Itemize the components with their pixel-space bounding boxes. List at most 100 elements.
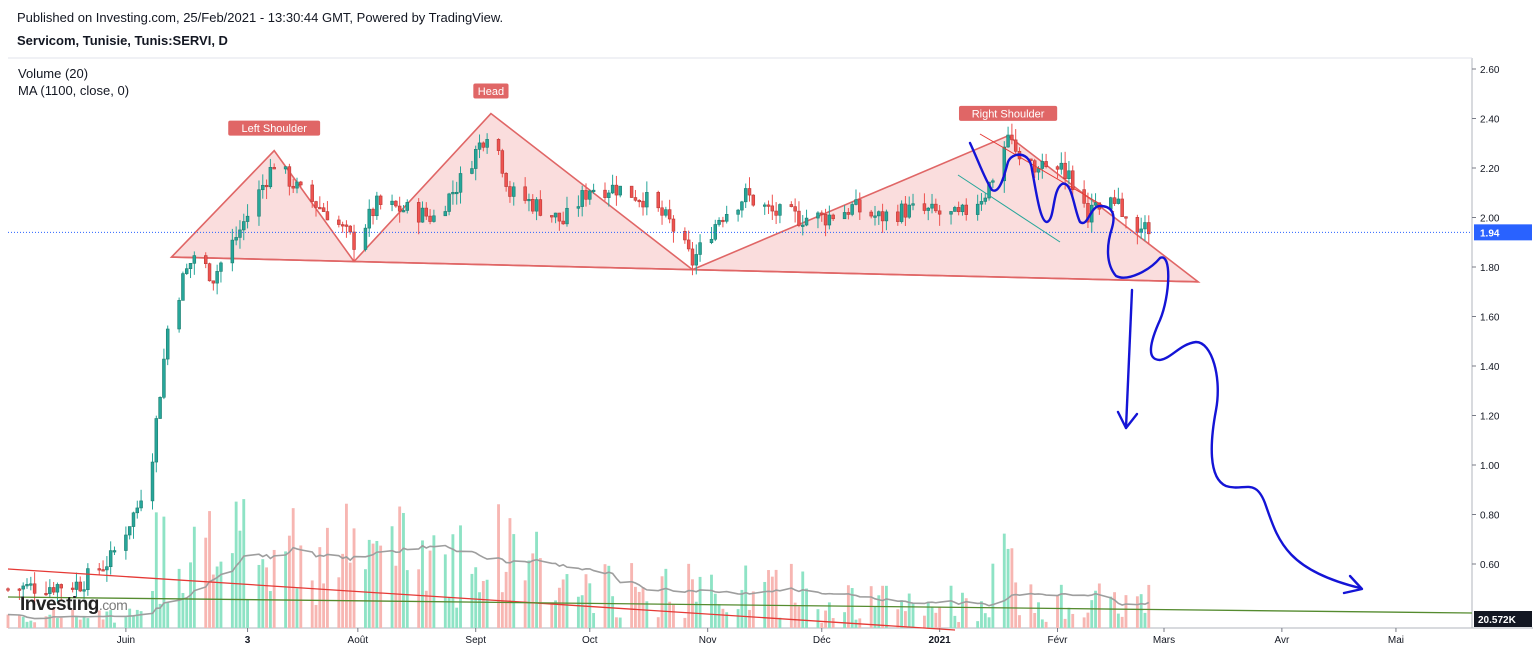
volume-bar: [672, 604, 675, 628]
candle-body: [108, 550, 113, 567]
candle: [397, 196, 402, 223]
candle-body: [538, 199, 543, 216]
candle-body: [561, 220, 565, 225]
candle-body: [314, 201, 318, 208]
candle-body: [884, 211, 889, 222]
y-tick-label: 2.20: [1480, 164, 1500, 175]
volume-bar: [1014, 582, 1018, 628]
volume-bar: [907, 593, 911, 628]
volume-bar: [964, 598, 968, 628]
candle: [458, 166, 463, 204]
candle: [538, 190, 543, 217]
volume-bar: [17, 615, 21, 628]
candle: [527, 193, 531, 212]
candle-body: [245, 215, 250, 222]
candle: [607, 189, 611, 207]
candle-body: [793, 206, 797, 212]
volume-bar: [485, 579, 489, 628]
volume-bar: [710, 574, 713, 628]
legend-ma: MA (1100, close, 0): [18, 83, 130, 98]
volume-bar: [953, 615, 957, 628]
volume-bar: [991, 563, 995, 628]
candle-body: [264, 184, 269, 188]
candle-body: [690, 248, 695, 266]
down-arrow-head: [1116, 410, 1139, 430]
volume-bar: [451, 534, 455, 628]
candle: [390, 194, 394, 212]
volume-bar: [1090, 600, 1094, 628]
candle: [956, 201, 961, 216]
candle-body: [401, 210, 406, 213]
volume-bar: [523, 580, 527, 628]
candle-body: [432, 215, 436, 222]
volume-bar: [858, 618, 862, 628]
volume-bar: [1120, 616, 1124, 628]
candle: [25, 578, 29, 589]
volume-bar: [1139, 594, 1143, 628]
forecast-path: [968, 141, 1362, 590]
volume-bar: [557, 587, 561, 628]
volume-bar: [287, 535, 291, 628]
red-trendline: [7, 568, 956, 631]
candle-body: [633, 197, 638, 201]
candle: [960, 203, 965, 216]
candle: [614, 175, 619, 206]
candle-body: [177, 300, 181, 330]
candle-body: [230, 239, 235, 264]
candle: [930, 193, 934, 214]
candle-body: [500, 150, 505, 174]
y-tick-label: 0.80: [1480, 511, 1500, 522]
candle-body: [477, 142, 482, 150]
candle: [363, 224, 368, 252]
volume-tag-label: 20.572K: [1478, 615, 1517, 626]
volume-bar: [588, 583, 592, 628]
forecast-arrow-head: [1342, 574, 1364, 595]
candle: [473, 145, 478, 181]
candle-body: [428, 215, 432, 222]
candle-body: [375, 195, 379, 217]
candle: [797, 201, 801, 228]
left-shoulder-label: Left Shoulder: [228, 120, 321, 136]
volume-bar: [48, 614, 52, 628]
candle: [534, 197, 539, 221]
candle-body: [603, 189, 607, 198]
volume-bar: [1040, 619, 1044, 628]
x-tick-label: Juin: [117, 635, 135, 646]
candle: [842, 205, 847, 220]
candle: [550, 215, 554, 223]
volume-bar: [656, 617, 660, 628]
candle: [181, 271, 185, 301]
candle-body: [371, 208, 375, 217]
candle-body: [1093, 202, 1098, 206]
candle: [97, 563, 101, 575]
volume-bar: [128, 608, 132, 628]
candle-body: [181, 273, 185, 301]
candle: [1010, 123, 1014, 145]
candle: [766, 200, 771, 214]
x-tick-label: Oct: [582, 635, 598, 646]
candle-body: [747, 188, 752, 196]
candle-body: [1147, 222, 1151, 235]
candle: [1093, 193, 1098, 209]
volume-bar: [139, 611, 143, 628]
label-text: Right Shoulder: [972, 108, 1045, 120]
candle: [686, 230, 691, 252]
candle: [1059, 152, 1064, 175]
candle: [645, 181, 649, 216]
volume-bar: [1082, 617, 1086, 628]
candle-body: [553, 212, 558, 218]
candle-body: [1002, 146, 1007, 182]
candle: [907, 196, 911, 219]
candle: [55, 582, 60, 602]
candle: [192, 251, 197, 275]
candle-body: [983, 197, 987, 202]
candle-body: [21, 585, 25, 590]
legend-volume: Volume (20): [18, 66, 89, 81]
candle: [637, 199, 641, 208]
candle-body: [337, 219, 341, 225]
candle: [827, 205, 832, 230]
candle-body: [911, 203, 915, 206]
volume-bar: [272, 549, 276, 628]
candle: [953, 205, 957, 212]
